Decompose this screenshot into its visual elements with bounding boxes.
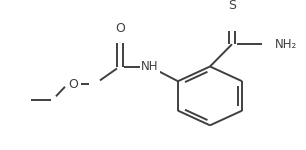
Text: O: O (68, 78, 78, 91)
Text: NH: NH (141, 60, 159, 73)
Text: S: S (228, 0, 236, 12)
Text: NH₂: NH₂ (275, 38, 297, 51)
Text: O: O (115, 22, 125, 35)
